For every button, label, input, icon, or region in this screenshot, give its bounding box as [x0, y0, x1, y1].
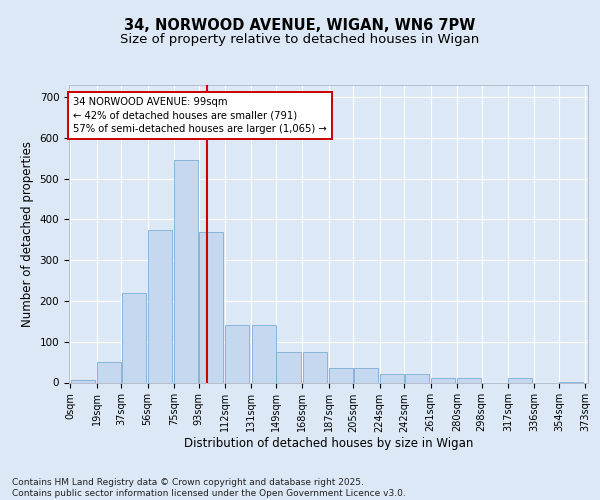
Bar [329, 368, 353, 382]
Bar [122, 293, 146, 382]
Bar [199, 232, 223, 382]
X-axis label: Distribution of detached houses by size in Wigan: Distribution of detached houses by size … [184, 437, 473, 450]
Bar [431, 378, 455, 382]
Bar [71, 380, 95, 382]
Bar [148, 230, 172, 382]
Bar [97, 362, 121, 382]
Bar [226, 326, 250, 382]
Bar [354, 368, 378, 382]
Bar [508, 378, 532, 382]
Bar [457, 378, 481, 382]
Text: 34 NORWOOD AVENUE: 99sqm
← 42% of detached houses are smaller (791)
57% of semi-: 34 NORWOOD AVENUE: 99sqm ← 42% of detach… [73, 97, 327, 134]
Bar [405, 374, 429, 382]
Text: 34, NORWOOD AVENUE, WIGAN, WN6 7PW: 34, NORWOOD AVENUE, WIGAN, WN6 7PW [124, 18, 476, 32]
Bar [174, 160, 199, 382]
Y-axis label: Number of detached properties: Number of detached properties [21, 141, 34, 327]
Bar [277, 352, 301, 382]
Text: Size of property relative to detached houses in Wigan: Size of property relative to detached ho… [121, 32, 479, 46]
Bar [251, 326, 275, 382]
Bar [380, 374, 404, 382]
Bar [302, 352, 327, 382]
Text: Contains HM Land Registry data © Crown copyright and database right 2025.
Contai: Contains HM Land Registry data © Crown c… [12, 478, 406, 498]
